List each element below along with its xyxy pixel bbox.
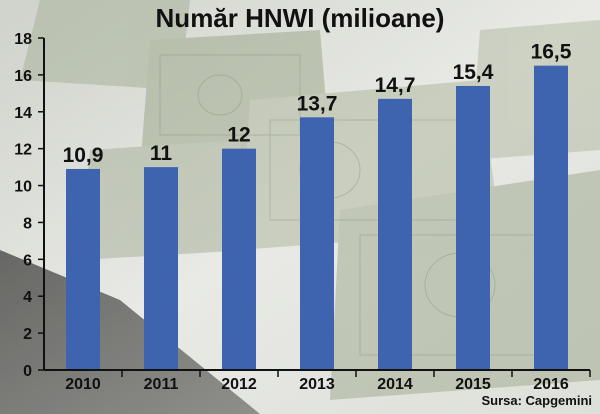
data-label-2012: 12 (227, 124, 250, 147)
chart-title: Număr HNWI (milioane) (156, 3, 445, 33)
source-note: Sursa: Capgemini (481, 393, 592, 408)
y-tick-label: 16 (14, 68, 32, 85)
data-label-2014: 14,7 (375, 74, 416, 97)
data-label-2010: 10,9 (63, 144, 104, 167)
bar-2011 (144, 167, 178, 370)
data-label-2013: 13,7 (297, 92, 338, 115)
x-tick-label: 2014 (377, 376, 413, 393)
bar-2010 (66, 168, 100, 370)
x-tick-label: 2011 (144, 376, 179, 393)
bar-2015 (456, 85, 490, 370)
x-tick-label: 2015 (455, 376, 491, 393)
y-tick-label: 12 (14, 142, 32, 159)
data-label-2011: 11 (150, 142, 173, 165)
bar-2016 (534, 65, 568, 371)
x-tick-label: 2016 (533, 376, 569, 393)
bar-2013 (300, 117, 334, 370)
y-tick-label: 14 (14, 105, 32, 122)
data-labels: 10,9 11 12 13,7 14,7 15,4 16,5 (63, 41, 572, 167)
y-tick-label: 6 (23, 252, 32, 269)
y-tick-label: 8 (23, 215, 32, 232)
bars (66, 65, 568, 371)
x-tick-label: 2013 (299, 376, 335, 393)
y-tick-label: 18 (14, 31, 32, 48)
y-tick-label: 4 (23, 289, 32, 306)
y-tick-label: 0 (23, 363, 32, 380)
data-label-2016: 16,5 (531, 41, 572, 64)
x-tick-labels: 2010 2011 2012 2013 2014 2015 2016 (65, 370, 591, 393)
x-tick-label: 2010 (65, 376, 101, 393)
y-tick-labels: 0 2 4 6 8 10 12 14 16 18 (14, 31, 44, 380)
data-label-2015: 15,4 (453, 61, 494, 84)
y-tick-label: 2 (23, 326, 32, 343)
bar-2012 (222, 148, 256, 370)
y-tick-label: 10 (14, 179, 32, 196)
bar-2014 (378, 98, 412, 370)
x-tick-label: 2012 (221, 376, 257, 393)
